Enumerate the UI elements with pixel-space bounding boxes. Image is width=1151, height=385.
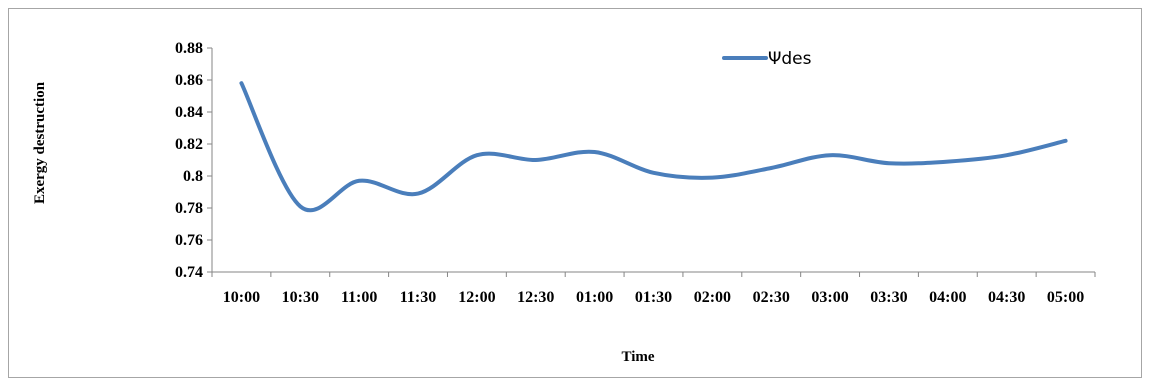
x-tick-label: 01:30	[635, 289, 672, 306]
x-tick-label: 02:00	[694, 289, 731, 306]
x-tick-label: 10:30	[282, 289, 319, 306]
y-tick-label: 0.82	[175, 136, 203, 153]
series-line	[239, 81, 1068, 213]
x-tick-label: 11:00	[341, 289, 377, 306]
y-tick-label: 0.88	[175, 40, 203, 57]
legend-label: Ψdes	[768, 49, 812, 69]
x-tick-label: 11:30	[400, 289, 436, 306]
x-tick-label: 04:30	[988, 289, 1025, 306]
x-tick-label: 04:00	[929, 289, 966, 306]
x-tick-label: 03:00	[811, 289, 848, 306]
x-tick-label: 01:00	[576, 289, 613, 306]
y-axis-title: Exergy destruction	[32, 81, 48, 204]
y-tick-label: 0.78	[175, 200, 203, 217]
x-axis-title: Time	[621, 349, 654, 365]
y-tick-label: 0.76	[175, 232, 203, 249]
x-tick-label: 03:30	[870, 289, 907, 306]
y-tick-label: 0.74	[175, 264, 203, 281]
x-tick-label: 12:30	[517, 289, 554, 306]
x-tick-label: 05:00	[1047, 289, 1084, 306]
x-tick-label: 10:00	[223, 289, 260, 306]
chart-frame	[8, 8, 1142, 378]
x-tick-label: 02:30	[753, 289, 790, 306]
y-tick-label: 0.8	[183, 168, 203, 185]
y-tick-label: 0.86	[175, 72, 203, 89]
x-tick-label: 12:00	[458, 289, 495, 306]
y-tick-label: 0.84	[175, 104, 203, 121]
